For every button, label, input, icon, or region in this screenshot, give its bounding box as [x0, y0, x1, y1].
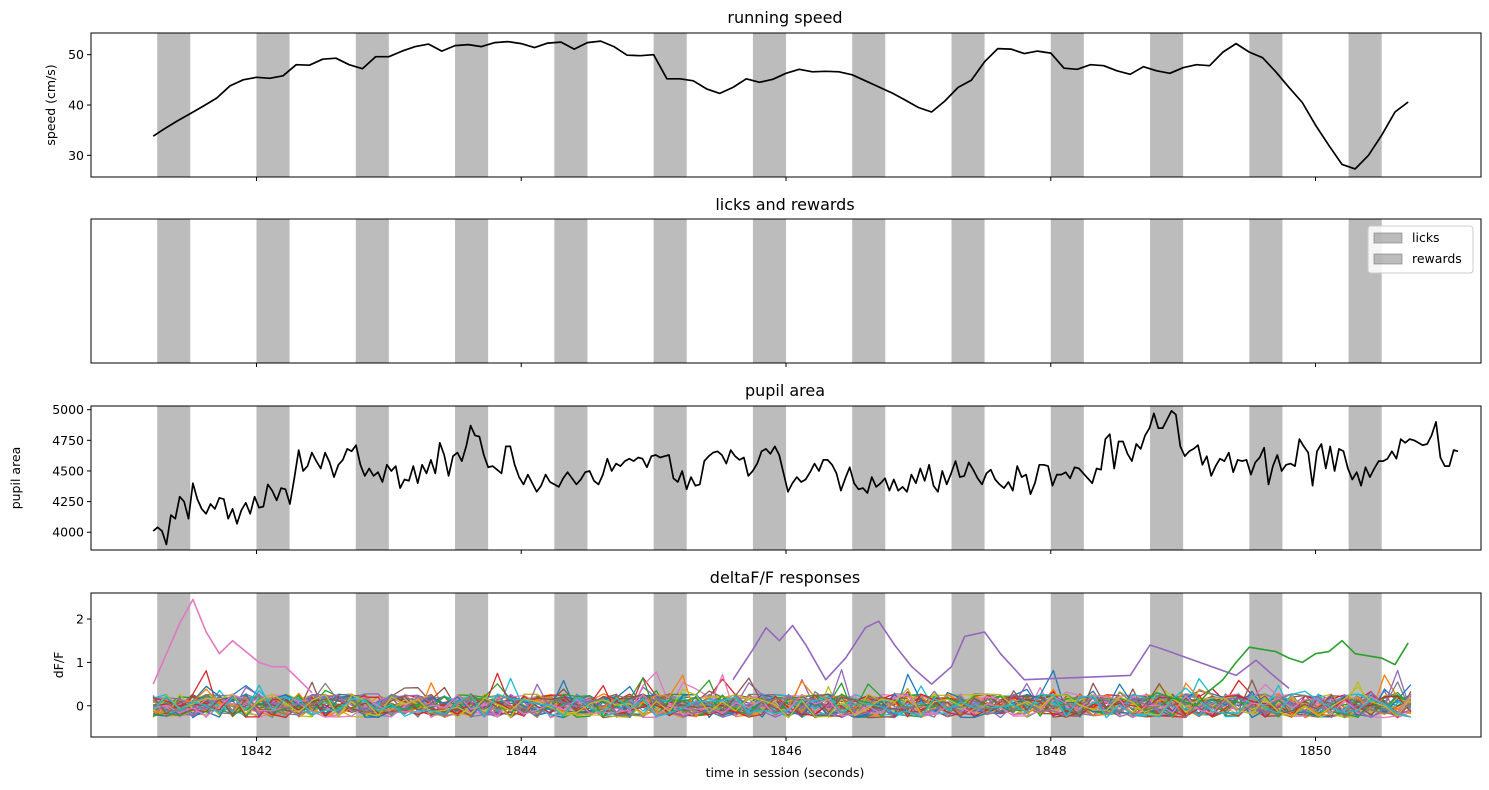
chart-title: deltaF/F responses: [710, 568, 860, 587]
shaded-band: [852, 406, 886, 550]
shaded-band: [554, 33, 588, 177]
legend-label-licks: licks: [1412, 230, 1440, 245]
shaded-band: [157, 406, 191, 550]
data-line: [152, 410, 1459, 546]
shaded-band: [157, 33, 191, 177]
y-tick-label: 4000: [52, 525, 84, 540]
dff-series: [152, 598, 1412, 719]
shaded-band: [455, 406, 489, 550]
x-tick-label: 1850: [1300, 743, 1332, 758]
shaded-bands: [157, 33, 1382, 177]
shaded-band: [951, 406, 985, 550]
shaded-band: [256, 33, 290, 177]
shaded-band: [1249, 406, 1283, 550]
dff-trace-highlight: [152, 598, 313, 694]
shaded-band: [355, 219, 389, 363]
legend-swatch-licks: [1373, 232, 1403, 244]
dff-trace: [153, 684, 1412, 718]
licks-rewards-panel: licks and rewards licks rewards: [90, 195, 1482, 367]
y-tick-label: 4250: [52, 494, 84, 509]
shaded-band: [752, 406, 786, 550]
y-tick-label: 40: [68, 98, 84, 113]
x-tick-label: 1848: [1035, 743, 1067, 758]
dff-trace-highlight: [732, 620, 1290, 690]
shaded-bands: [157, 406, 1382, 550]
shaded-band: [653, 33, 687, 177]
shaded-band: [256, 406, 290, 550]
running-speed-panel: 30 40 50 running speed speed (cm/s): [43, 8, 1482, 181]
x-axis-ticks: [255, 550, 1317, 554]
x-tick-label: 1846: [770, 743, 802, 758]
y-axis-label: speed (cm/s): [43, 64, 58, 145]
dff-trace: [152, 680, 1412, 719]
chart-title: pupil area: [745, 381, 825, 400]
chart-title: running speed: [727, 8, 842, 27]
shaded-band: [852, 219, 886, 363]
shaded-band: [1150, 33, 1184, 177]
y-axis-label: dF/F: [51, 652, 66, 679]
shaded-band: [653, 219, 687, 363]
shaded-bands: [157, 219, 1382, 363]
shaded-band: [355, 33, 389, 177]
shaded-band: [554, 219, 588, 363]
speed-series: [152, 40, 1409, 170]
shaded-band: [1249, 33, 1283, 177]
y-tick-label: 2: [76, 612, 84, 627]
x-tick-label: 1842: [241, 743, 273, 758]
shaded-band: [852, 33, 886, 177]
shaded-band: [653, 406, 687, 550]
legend: licks rewards: [1367, 225, 1474, 274]
dff-trace: [153, 693, 1412, 719]
y-axis-label: pupil area: [8, 447, 23, 510]
shaded-band: [157, 219, 191, 363]
shaded-band: [1150, 219, 1184, 363]
y-tick-label: 4500: [52, 463, 84, 478]
shaded-band: [951, 219, 985, 363]
chart-title: licks and rewards: [715, 195, 854, 214]
dff-trace: [152, 684, 1411, 719]
x-axis-ticks: [255, 177, 1317, 181]
y-tick-label: 30: [68, 148, 84, 163]
data-line: [152, 40, 1409, 170]
shaded-band: [951, 33, 985, 177]
y-tick-label: 4750: [52, 433, 84, 448]
y-tick-label: 5000: [52, 402, 84, 417]
y-axis-ticks: 0 1 2: [76, 612, 91, 713]
dff-trace-highlight: [1142, 639, 1409, 707]
legend-label-rewards: rewards: [1412, 251, 1462, 266]
y-axis-ticks: 4000 4250 4500 4750 5000: [52, 402, 91, 540]
shaded-band: [1249, 219, 1283, 363]
y-tick-label: 0: [76, 698, 84, 713]
y-tick-label: 50: [68, 47, 84, 62]
shaded-band: [455, 219, 489, 363]
shaded-band: [1050, 219, 1084, 363]
shaded-band: [1050, 33, 1084, 177]
x-axis-ticks: [255, 363, 1317, 367]
x-axis-ticks: 1842 1844 1846 1848 1850: [241, 737, 1332, 758]
y-axis-ticks: 30 40 50: [68, 47, 91, 163]
x-tick-label: 1844: [505, 743, 537, 758]
legend-swatch-rewards: [1373, 253, 1403, 265]
shaded-band: [1348, 33, 1382, 177]
shaded-band: [752, 219, 786, 363]
x-axis-label: time in session (seconds): [706, 765, 865, 780]
pupil-area-panel: 4000 4250 4500 4750 5000 pupil area pupil ar…: [8, 381, 1482, 554]
y-tick-label: 1: [76, 655, 84, 670]
deltaf-panel: 0 1 2 1842 1844 1846 1848 1850 deltaF/F respon…: [51, 568, 1482, 780]
shaded-band: [752, 33, 786, 177]
shaded-band: [256, 219, 290, 363]
pupil-series: [152, 410, 1459, 546]
shaded-band: [455, 33, 489, 177]
